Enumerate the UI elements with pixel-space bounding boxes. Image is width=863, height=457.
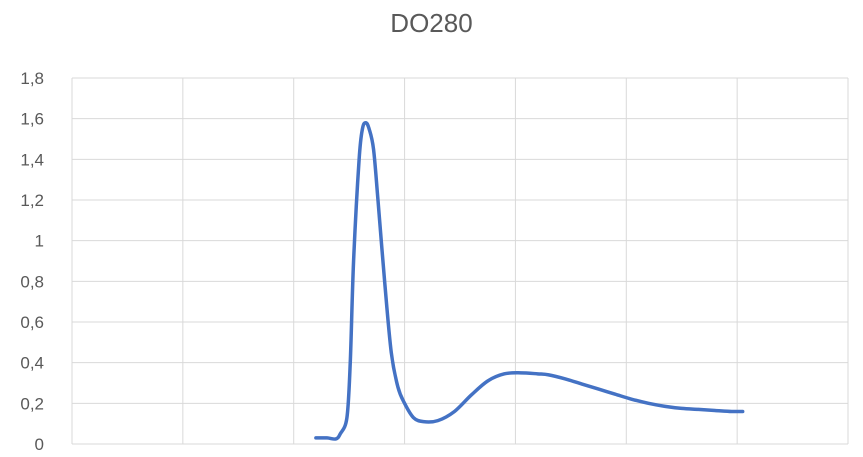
y-tick-label: 0,2 bbox=[20, 394, 44, 413]
series-layer bbox=[314, 120, 745, 441]
y-tick-label: 1,8 bbox=[20, 69, 44, 88]
y-tick-label: 1 bbox=[35, 232, 44, 251]
gridlines bbox=[71, 77, 849, 445]
y-axis: 0 0,2 0,4 0,6 0,8 1 1,2 1,4 1,6 1,8 bbox=[20, 69, 44, 454]
y-tick-label: 0,6 bbox=[20, 313, 44, 332]
y-tick-label: 0 bbox=[35, 435, 44, 454]
y-tick-label: 1,2 bbox=[20, 191, 44, 210]
y-tick-label: 0,8 bbox=[20, 272, 44, 291]
y-tick-label: 1,4 bbox=[20, 150, 44, 169]
y-tick-label: 0,4 bbox=[20, 354, 44, 373]
y-tick-label: 1,6 bbox=[20, 110, 44, 129]
series-line bbox=[314, 120, 745, 441]
chart-title: DO280 bbox=[390, 8, 473, 38]
